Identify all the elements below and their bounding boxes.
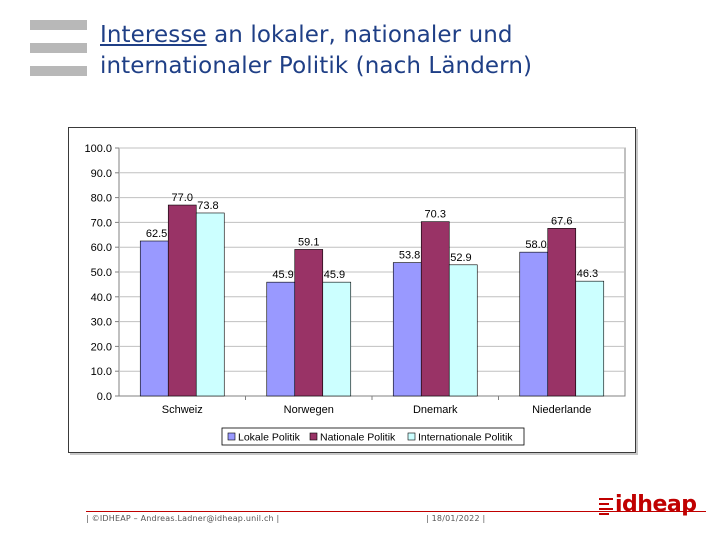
- bar-international: [322, 281, 352, 397]
- data-label: 45.9: [272, 269, 293, 281]
- idheap-wordmark: idheap: [615, 492, 697, 517]
- x-tick-label: Norwegen: [284, 404, 334, 416]
- data-label: 46.3: [577, 268, 598, 280]
- footer-divider: [86, 511, 706, 512]
- data-label: 45.9: [324, 269, 345, 281]
- y-tick-label: 20.0: [91, 341, 112, 353]
- legend-box: [221, 427, 525, 446]
- data-label: 58.0: [525, 239, 546, 251]
- y-tick-label: 100.0: [84, 143, 112, 155]
- bar-national: [547, 228, 577, 397]
- data-label: 67.6: [551, 215, 572, 227]
- y-tick-label: 90.0: [91, 168, 112, 180]
- x-tick-label: Schweiz: [162, 404, 203, 416]
- idheap-lines-icon: [599, 498, 613, 515]
- y-tick-label: 80.0: [91, 193, 112, 205]
- bar-international: [195, 212, 225, 397]
- data-label: 73.8: [197, 200, 218, 212]
- bar-national: [420, 221, 450, 397]
- bar-lokal: [139, 240, 169, 397]
- data-label: 59.1: [298, 236, 319, 248]
- footer-date: | 18/01/2022 |: [426, 514, 486, 523]
- bar-lokal: [519, 251, 549, 397]
- bar-lokal: [266, 281, 296, 397]
- bar-international: [448, 264, 478, 397]
- legend-swatch: [309, 432, 318, 441]
- footer-credit: | ©IDHEAP – Andreas.Ladner@idheap.unil.c…: [86, 514, 280, 523]
- bar-lokal: [392, 262, 422, 397]
- title-line1-rest: an lokaler, nationaler und: [206, 22, 513, 48]
- data-label: 52.9: [450, 252, 471, 264]
- y-tick-label: 40.0: [91, 292, 112, 304]
- legend-label: Nationale Politik: [320, 432, 396, 444]
- bar-national: [167, 204, 197, 397]
- title-line2: internationaler Politik (nach Ländern): [100, 53, 533, 79]
- bar-national: [294, 249, 324, 397]
- y-tick-label: 0.0: [97, 391, 112, 403]
- bar-international: [575, 280, 605, 397]
- chart-frame: 0.0 10.0 20.0 30.0 40.0 50.0 60.0 70.0 80.0 90.0 1…: [68, 127, 636, 453]
- idheap-logo: idheap: [599, 492, 697, 522]
- data-label: 53.8: [399, 250, 420, 262]
- y-tick-label: 10.0: [91, 366, 112, 378]
- legend-swatch: [407, 432, 416, 441]
- x-tick-label: Niederlande: [532, 404, 591, 416]
- y-tick-label: 60.0: [91, 242, 112, 254]
- legend-label: Internationale Politik: [418, 432, 513, 444]
- logo-bars-icon: [30, 20, 87, 76]
- legend-swatch: [227, 432, 236, 441]
- y-tick-label: 30.0: [91, 317, 112, 329]
- legend-label: Lokale Politik: [238, 432, 301, 444]
- y-tick-label: 70.0: [91, 217, 112, 229]
- bar-chart: 0.0 10.0 20.0 30.0 40.0 50.0 60.0 70.0 80.0 90.0 1…: [84, 143, 626, 446]
- data-label: 70.3: [425, 209, 446, 221]
- page-title: Interesse an lokaler, nationaler und int…: [100, 20, 710, 82]
- x-tick-label: Dnemark: [413, 404, 458, 416]
- data-label: 77.0: [172, 192, 193, 204]
- title-underlined-word: Interesse: [100, 22, 207, 48]
- y-tick-label: 50.0: [91, 267, 112, 279]
- data-label: 62.5: [146, 228, 167, 240]
